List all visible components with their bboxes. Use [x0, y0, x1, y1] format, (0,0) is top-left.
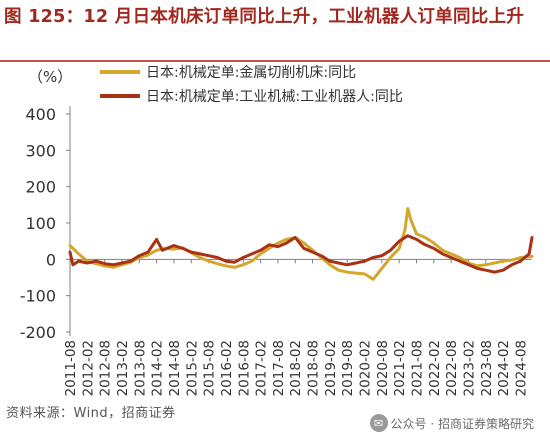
wechat-icon: ✉ [369, 414, 388, 432]
series-line-2 [68, 234, 534, 274]
x-tick-label: 2012-08 [98, 340, 114, 396]
x-tick-label: 2019-08 [340, 340, 356, 396]
x-tick-label: 2024-02 [496, 340, 512, 396]
x-tick-label: 2023-02 [461, 340, 477, 396]
x-tick-label: 2024-08 [513, 340, 529, 396]
y-tick-label: -200 [20, 323, 56, 342]
source-note: 资料来源：Wind，招商证券 [6, 406, 176, 421]
x-tick-label: 2022-02 [427, 340, 443, 396]
y-tick-label: 300 [25, 141, 56, 160]
watermark-text: 公众号 · 招商证券策略研究 [390, 416, 534, 431]
x-tick-label: 2020-02 [358, 340, 374, 396]
legend-label-1: 日本:机械定单:金属切削机床:同比 [146, 65, 356, 81]
x-tick-label: 2021-02 [392, 340, 408, 396]
x-tick-label: 2017-02 [254, 340, 270, 396]
x-tick-label: 2011-08 [63, 340, 79, 396]
y-tick-label: -100 [20, 287, 56, 306]
title-divider [0, 60, 550, 62]
series-line-1 [68, 207, 534, 281]
x-tick-label: 2023-08 [479, 340, 495, 396]
x-tick-label: 2021-08 [410, 340, 426, 396]
y-tick-label: 400 [25, 105, 56, 124]
y-axis-unit: （%） [28, 68, 72, 86]
x-tick-label: 2012-02 [80, 340, 96, 396]
x-tick-label: 2018-08 [306, 340, 322, 396]
x-tick-label: 2015-02 [184, 340, 200, 396]
x-tick-label: 2020-08 [375, 340, 391, 396]
x-tick-label: 2013-08 [132, 340, 148, 396]
x-tick-label: 2015-08 [202, 340, 218, 396]
x-tick-label: 2014-08 [167, 340, 183, 396]
y-tick-label: 200 [25, 178, 56, 197]
x-tick-label: 2022-08 [444, 340, 460, 396]
x-tick-label: 2019-02 [323, 340, 339, 396]
x-tick-label: 2016-08 [236, 340, 252, 396]
x-tick-label: 2017-08 [271, 340, 287, 396]
y-tick-label: 100 [25, 214, 56, 233]
legend-label-2: 日本:机械定单:工业机械:工业机器人:同比 [146, 89, 403, 105]
x-tick-label: 2016-02 [219, 340, 235, 396]
figure-title: 图 125：12 月日本机床订单同比上升，工业机器人订单同比上升 [4, 7, 525, 27]
x-tick-label: 2018-02 [288, 340, 304, 396]
watermark: ✉ 公众号 · 招商证券策略研究 [369, 414, 534, 432]
x-tick-label: 2014-02 [150, 340, 166, 396]
y-tick-label: 0 [46, 250, 56, 269]
x-tick-label: 2013-02 [115, 340, 131, 396]
